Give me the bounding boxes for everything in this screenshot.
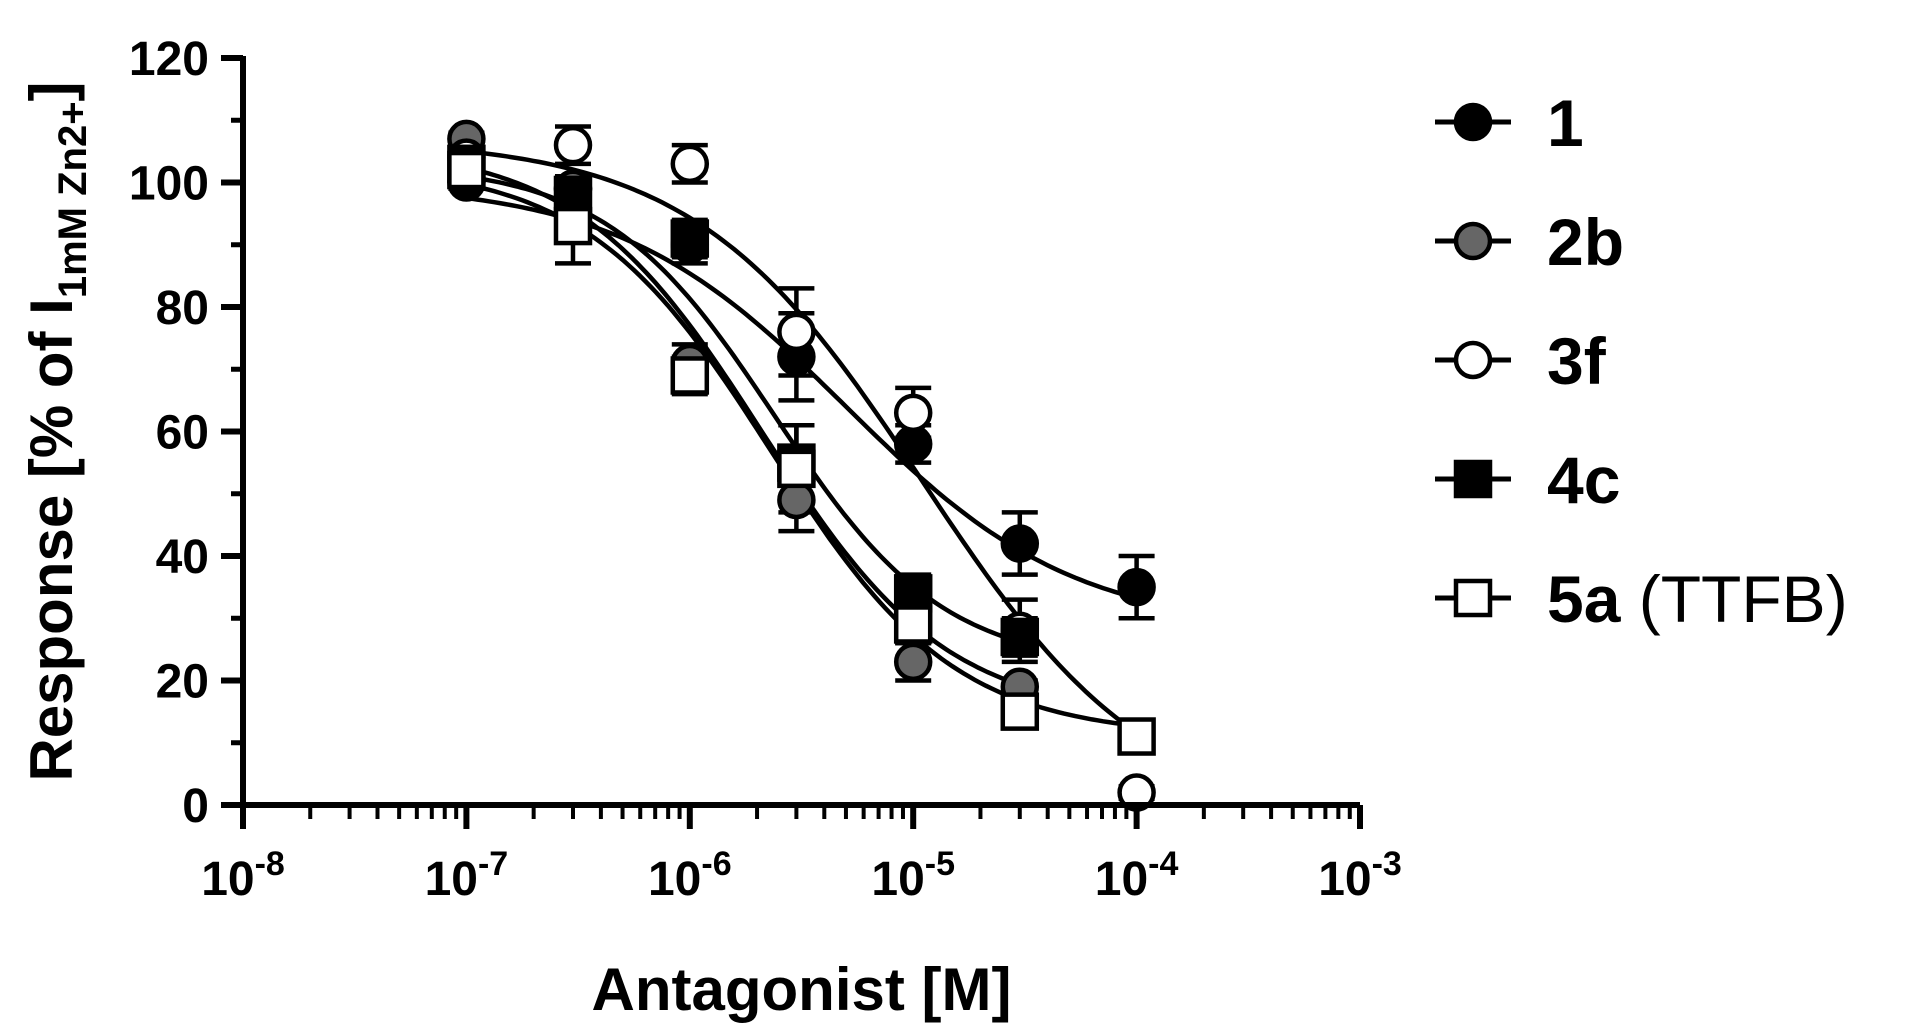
x-tick-label: 10-7 (425, 845, 509, 906)
data-point-s3f (777, 312, 816, 352)
legend-series-name: 1 (1547, 86, 1584, 160)
y-tick-label: 80 (156, 282, 209, 335)
plot-area (447, 119, 1156, 812)
legend-marker-s4c (1453, 459, 1493, 499)
legend-item-s5a: 5a (TTFB) (1435, 562, 1848, 636)
x-tick-label-base: 10 (1318, 853, 1371, 906)
legend-item-s1: 1 (1435, 86, 1584, 160)
legend-item-s4c: 4c (1435, 443, 1620, 517)
legend-label-s1: 1 (1547, 86, 1584, 160)
fit-curve-s2b (465, 165, 1021, 687)
data-point-s4c (1000, 617, 1040, 657)
x-tick-label-exponent: -6 (701, 845, 731, 883)
legend-label-s3f: 3f (1547, 324, 1607, 398)
legend-marker-s5a (1453, 578, 1493, 618)
legend-label-s2b: 2b (1547, 205, 1624, 279)
y-tick-label: 0 (182, 780, 209, 833)
legend-series-name: 2b (1547, 205, 1624, 279)
x-tick-label-exponent: -4 (1148, 845, 1178, 883)
y-tick-label: 20 (156, 656, 209, 709)
x-tick-label-base: 10 (425, 853, 478, 906)
y-tick-label: 60 (156, 407, 209, 460)
legend-series-name: 4c (1547, 443, 1620, 517)
x-tick-label: 10-5 (871, 845, 955, 906)
x-tick-label-exponent: -5 (925, 845, 955, 883)
data-point-s3f (553, 125, 593, 165)
x-axis-title: Antagonist [M] (592, 956, 1012, 1023)
data-point-s1 (1117, 567, 1156, 607)
data-point-s5a (553, 206, 593, 246)
y-axis-title-main: Response [% of I (18, 298, 85, 781)
data-point-s5a (1117, 717, 1156, 756)
x-ticks: 10-8 10-7 10-6 10-5 10-4 10-3 (201, 805, 1402, 906)
y-tick-label: 40 (156, 531, 209, 584)
data-points (447, 119, 1156, 812)
x-tick-label: 10-8 (201, 845, 285, 906)
y-ticks: 0 20 40 60 80 100 120 (129, 33, 243, 833)
x-tick-label-base: 10 (1095, 853, 1148, 906)
data-point-s5a (777, 449, 816, 489)
legend-marker-s1 (1453, 102, 1493, 142)
x-tick-label-exponent: -8 (255, 845, 285, 883)
data-point-s3f (893, 393, 933, 433)
legend-marker-s2b (1453, 221, 1493, 261)
x-tick-label: 10-3 (1318, 845, 1402, 906)
legend-marker-s3f (1453, 340, 1493, 380)
data-point-s3f (670, 144, 710, 184)
data-point-s5a (893, 605, 933, 644)
data-point-s2b (893, 642, 933, 682)
legend-series-name: 3f (1547, 324, 1607, 398)
x-tick-label-exponent: -3 (1372, 845, 1402, 883)
y-axis-title: Response [% of I1mM Zn2+] (18, 81, 95, 781)
data-point-s4c (670, 219, 710, 258)
y-axis-title-close: ] (18, 81, 85, 101)
x-tick-label-exponent: -7 (478, 845, 508, 883)
legend-label-s5a: 5a (TTFB) (1547, 562, 1848, 636)
data-point-s5a (447, 150, 486, 190)
y-tick-label: 100 (129, 158, 209, 211)
legend-label-s4c: 4c (1547, 443, 1620, 517)
y-axis-title-subscript: 1mM Zn2+ (51, 101, 95, 298)
x-tick-label-base: 10 (871, 853, 924, 906)
x-tick-label: 10-6 (648, 845, 732, 906)
x-tick-label: 10-4 (1095, 845, 1179, 906)
y-tick-label: 120 (129, 33, 209, 86)
x-tick-label-base: 10 (648, 853, 701, 906)
data-point-s5a (1000, 692, 1040, 731)
legend-series-name: 5a (1547, 562, 1622, 636)
data-point-s5a (670, 356, 710, 395)
data-point-s1 (1000, 524, 1040, 563)
legend-item-s2b: 2b (1435, 205, 1624, 279)
legend-series-extra: (TTFB) (1620, 562, 1847, 636)
legend-item-s3f: 3f (1435, 324, 1607, 398)
x-tick-label-base: 10 (201, 853, 254, 906)
legend: 1 2b 3f 4c 5a (TTFB) (1435, 86, 1848, 636)
